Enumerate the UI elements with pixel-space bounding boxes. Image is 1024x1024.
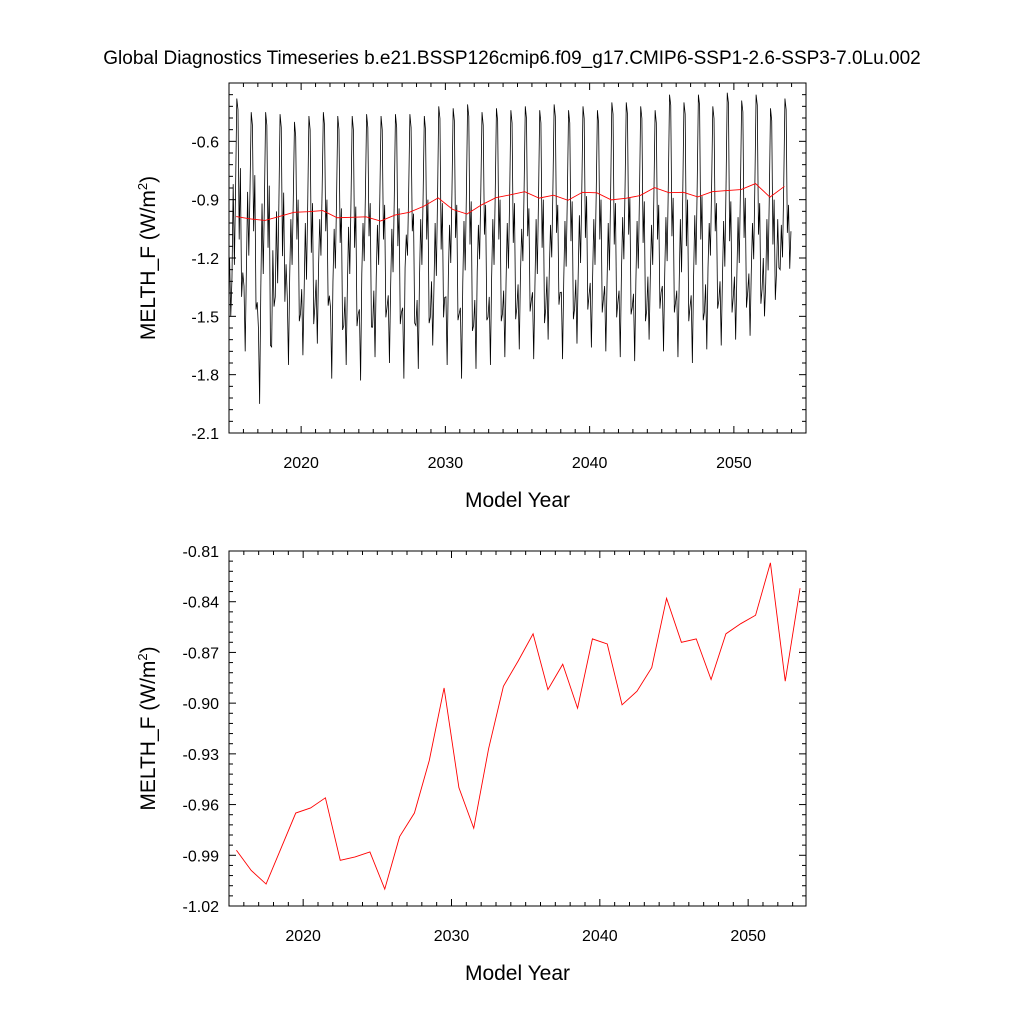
y-axis-label-end: ) — [137, 646, 160, 653]
plot-area — [229, 92, 792, 404]
x-tick-label: 2030 — [434, 928, 470, 945]
y-tick-label: -0.99 — [183, 848, 220, 865]
x-tick-label: 2020 — [285, 928, 321, 945]
y-axis-label-superscript: 2 — [135, 183, 150, 190]
y-tick-label: -0.90 — [183, 696, 220, 713]
annual-mean-panel: 2020 2030 2040 2050 -1.02 -0.99 -0.96 -0.93 -0.9… — [135, 544, 807, 985]
y-tick-label: -0.87 — [183, 645, 220, 662]
y-axis-label-superscript: 2 — [135, 653, 150, 660]
plot-area — [236, 562, 801, 891]
x-axis-label: Model Year — [465, 489, 570, 512]
x-tick-label: 2020 — [283, 455, 319, 472]
chart-title: Global Diagnostics Timeseries b.e21.BSSP… — [103, 48, 920, 69]
x-tick-label: 2050 — [730, 928, 766, 945]
x-tick-label: 2040 — [572, 455, 608, 472]
series-layer — [236, 562, 801, 891]
y-tick-label: -0.96 — [183, 798, 220, 815]
monthly-timeseries-panel: 2020 2030 2040 2050 -2.1 -1.8 -1.5 -1.2 -0.9 -0.6… — [135, 82, 807, 512]
annual-mean-series-line — [236, 562, 801, 891]
y-tick-label: -1.2 — [191, 251, 219, 268]
y-tick-label: -0.93 — [183, 747, 220, 764]
axes-layer: 2020 2030 2040 2050 -2.1 -1.8 -1.5 -1.2 -0.9 -0.6 — [191, 82, 807, 472]
y-tick-label: -0.81 — [183, 544, 220, 561]
y-tick-label: -1.02 — [183, 899, 220, 916]
y-axis-label-main: MELTH_F (W/m — [137, 190, 160, 340]
x-axis-label: Model Year — [465, 962, 570, 985]
series-layer — [229, 92, 792, 404]
y-axis-label-main: MELTH_F (W/m — [137, 661, 160, 811]
y-axis-label-end: ) — [137, 176, 160, 183]
y-tick-label: -0.9 — [191, 193, 219, 210]
x-tick-label: 2040 — [582, 928, 618, 945]
y-tick-label: -1.8 — [191, 368, 219, 385]
y-tick-label: -1.5 — [191, 309, 219, 326]
y-axis-label: MELTH_F (W/m2) — [135, 646, 160, 810]
y-tick-label: -0.6 — [191, 134, 219, 151]
axes-layer: 2020 2030 2040 2050 -1.02 -0.99 -0.96 -0.93 -0.9… — [183, 544, 807, 945]
y-tick-label: -2.1 — [191, 426, 219, 443]
x-tick-label: 2030 — [428, 455, 464, 472]
plot-frame — [228, 82, 807, 434]
monthly-series-line — [229, 92, 792, 404]
y-tick-label: -0.84 — [183, 595, 220, 612]
y-axis-label: MELTH_F (W/m2) — [135, 176, 160, 340]
x-tick-label: 2050 — [716, 455, 752, 472]
plot-frame — [228, 550, 807, 907]
annual-mean-series-line — [236, 183, 785, 222]
